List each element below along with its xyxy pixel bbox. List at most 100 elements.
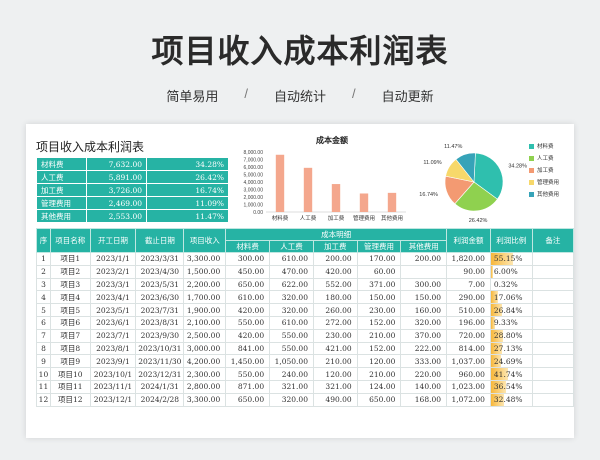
pie-slice [455, 152, 476, 183]
bar [387, 192, 397, 212]
table-cell: 550.00 [225, 367, 271, 381]
summary-value: 7,632.00 [86, 157, 147, 171]
table-cell: 272.00 [312, 315, 358, 330]
table-cell: 320.00 [269, 392, 314, 407]
note-cell [531, 354, 574, 369]
ratio-bar [491, 355, 501, 367]
note-cell [531, 341, 574, 356]
table-row: 5 项目5 2023/5/1 2023/7/31 1,900.00 420.00 320.0… [36, 303, 574, 317]
summary-pct: 34.28% [146, 157, 229, 171]
profit-ratio-cell: 6.00% [489, 264, 533, 279]
profit-ratio-cell: 0.32% [489, 277, 533, 292]
table-row: 11 项目11 2023/11/1 2024/1/31 2,800.00 871.00 32… [36, 379, 574, 394]
table-cell: 2,300.00 [183, 367, 227, 381]
summary-name: 材料费 [36, 157, 87, 171]
table-cell: 200.00 [400, 252, 448, 266]
table-cell: 2023/3/31 [135, 252, 185, 266]
profit-ratio-cell: 9.33% [489, 315, 533, 330]
ratio-value: 28.80% [493, 331, 523, 341]
table-cell: 3,300.00 [183, 392, 227, 407]
ratio-bar [491, 343, 502, 354]
table-cell: 720.00 [446, 328, 491, 343]
header-profit: 利润金额 [446, 228, 491, 253]
table-cell: 550.00 [225, 315, 271, 330]
table-row: 10 项目10 2023/10/1 2023/12/31 2,300.00 550.00 2… [36, 367, 574, 381]
table-cell: 290.00 [446, 290, 491, 305]
table-cell: 550.00 [269, 341, 314, 356]
header-cost-2: 加工费 [312, 240, 358, 253]
legend-label: 其他费用 [537, 192, 560, 198]
legend-label: 材料费 [537, 144, 554, 150]
table-cell: 650.00 [356, 392, 402, 407]
summary-row: 人工费 5,891.00 26.42% [36, 170, 229, 184]
y-tick-label: 4,000.00 [244, 180, 264, 186]
summary-value: 5,891.00 [86, 170, 147, 184]
table-cell: 841.00 [225, 341, 271, 356]
table-cell: 4 [36, 290, 51, 305]
table-cell: 2023/10/31 [135, 341, 185, 356]
ratio-value: 0.32% [493, 279, 518, 289]
summary-name: 其他费用 [36, 209, 87, 223]
table-cell: 4,200.00 [183, 354, 227, 369]
pie-label: 34.28% [508, 164, 527, 170]
table-cell: 200.00 [312, 252, 358, 266]
legend-swatch [529, 179, 534, 185]
table-cell: 2023/7/31 [135, 303, 185, 317]
table-cell: 650.00 [225, 392, 271, 407]
header-ratio: 利润比例 [489, 228, 533, 253]
note-cell [531, 367, 574, 381]
legend-swatch [529, 191, 534, 197]
table-cell: 450.00 [225, 264, 271, 279]
table-cell: 610.00 [225, 290, 271, 305]
table-cell: 项目5 [49, 303, 91, 317]
legend-label: 人工费 [537, 156, 554, 162]
table-cell: 6 [36, 315, 51, 330]
summary-table: 材料费 7,632.00 34.28% 人工费 5,891.00 26.42% 加工费 3,7… [36, 157, 229, 223]
subtitle-row: 简单易用 / 自动统计 / 自动更新 [0, 86, 600, 105]
table-cell: 1,700.00 [183, 290, 227, 305]
table-cell: 814.00 [446, 341, 491, 356]
summary-pct: 11.47% [146, 209, 229, 223]
header-cost-group: 成本明细 [225, 228, 448, 241]
summary-value: 2,553.00 [86, 209, 147, 223]
note-cell [531, 303, 574, 317]
table-cell: 项目2 [49, 264, 91, 279]
ratio-value: 26.84% [493, 305, 523, 315]
profit-ratio-cell: 24.69% [489, 354, 533, 369]
summary-row: 管理费用 2,469.00 11.09% [36, 196, 229, 210]
ratio-bar [491, 381, 506, 393]
project-table: 序 项目名称 开工日期 截止日期 项目收入 成本明细 利润金额 利润比例 备注 … [36, 228, 574, 407]
legend-item: 人工费 [529, 152, 559, 164]
table-cell: 11 [36, 379, 51, 394]
profit-ratio-cell: 36.54% [489, 379, 533, 394]
sheet-title: 项目收入成本利润表 [36, 140, 145, 154]
ratio-bar [491, 253, 514, 265]
pie-label: 26.42% [469, 218, 488, 224]
table-cell: 180.00 [312, 290, 358, 305]
table-cell: 60.00 [356, 264, 402, 279]
ratio-value: 36.54% [493, 382, 523, 392]
table-cell: 420.00 [312, 264, 358, 279]
table-cell: 168.00 [400, 392, 448, 407]
y-tick-label: 1,000.00 [244, 203, 264, 209]
x-tick-label: 管理费用 [353, 214, 375, 222]
y-tick-label: 8,000.00 [244, 150, 264, 156]
header-name: 项目名称 [49, 228, 91, 253]
table-cell: 222.00 [400, 341, 448, 356]
table-cell: 项目10 [49, 367, 91, 381]
legend-item: 材料费 [529, 140, 559, 152]
table-cell: 120.00 [356, 354, 402, 369]
table-cell: 333.00 [400, 354, 448, 369]
subtitle-auto-update: 自动更新 [381, 89, 434, 104]
table-cell: 320.00 [269, 303, 314, 317]
summary-row: 加工费 3,726.00 16.74% [36, 183, 229, 197]
summary-pct: 26.42% [146, 170, 229, 184]
table-cell: 3,300.00 [183, 252, 227, 266]
legend-swatch [529, 143, 534, 149]
table-cell: 3,000.00 [183, 341, 227, 356]
header-cost-4: 其他费用 [400, 240, 448, 253]
table-cell: 321.00 [312, 379, 358, 394]
table-cell: 7.00 [446, 277, 491, 292]
table-cell: 150.00 [400, 290, 448, 305]
table-cell: 152.00 [356, 315, 402, 330]
